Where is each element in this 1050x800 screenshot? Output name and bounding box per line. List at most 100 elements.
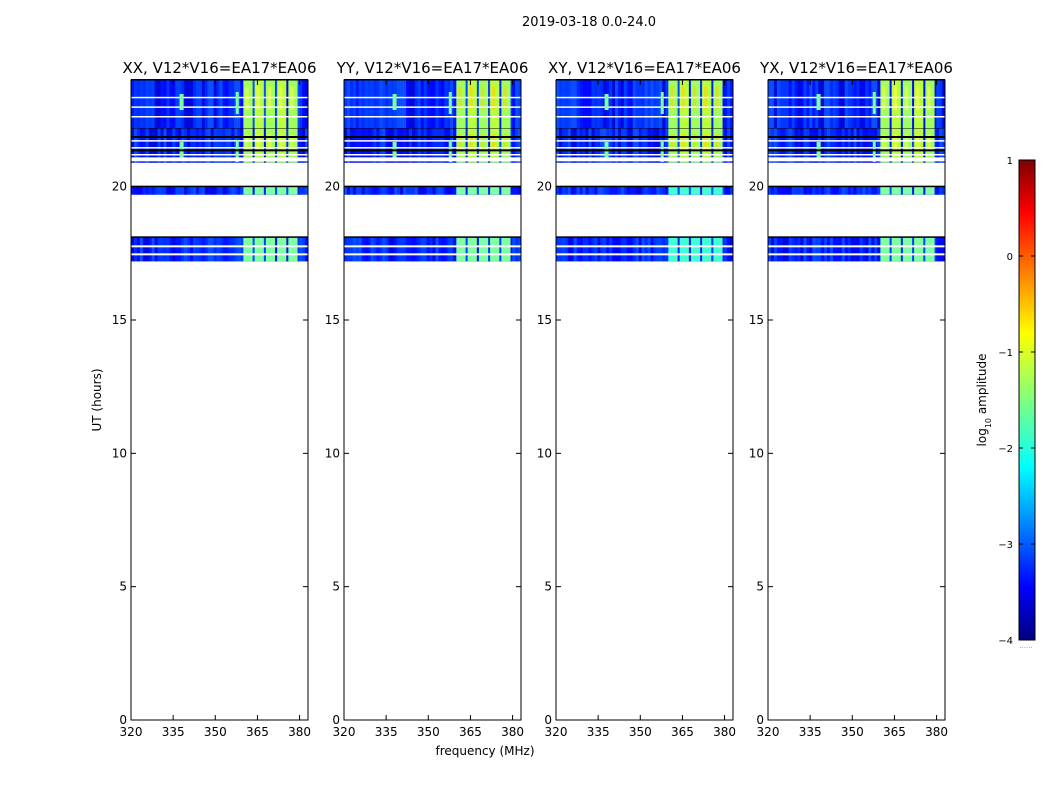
speckle [388,237,392,262]
speckle [558,237,563,262]
speckle [588,186,592,195]
speckle [612,186,616,195]
band-edge [768,185,945,188]
speckle [296,128,300,163]
speckle [444,237,448,262]
speckle [579,128,584,163]
speckle [160,128,164,163]
speckle [464,128,469,163]
speckle [641,237,645,262]
speckle [417,237,422,262]
colorbar-tick-label: 0 [1007,252,1013,263]
speckle [515,186,519,195]
band-edge [131,236,308,238]
heatmap-cells [131,79,309,262]
speckle [346,237,351,262]
speckle [900,237,905,262]
speckle [865,80,869,128]
speckle [623,237,628,262]
speckle [773,80,778,128]
speckle [346,80,351,128]
speckle [131,128,135,163]
speckle [201,186,206,195]
speckle [856,128,860,163]
speckle [438,186,442,195]
speckle [582,80,586,128]
speckle [829,237,834,262]
speckle [656,237,660,262]
speckle [653,80,657,128]
speckle [299,128,303,163]
speckle [779,128,784,163]
speckle [770,80,775,128]
speckle [939,128,943,163]
speckle [184,237,188,262]
speckle [806,80,810,128]
speckle [429,186,433,195]
figure-suptitle: 2019-03-18 0.0-24.0 [522,15,656,30]
gap-line [344,168,521,172]
speckle [779,80,784,128]
speckle [160,80,164,128]
band-edge [556,236,733,238]
speckle [776,128,781,163]
speckle [435,80,439,128]
speckle [361,186,366,195]
speckle [476,237,481,262]
speckle [411,80,416,128]
rfi-feature [816,94,821,110]
speckle [414,186,419,195]
y-tick-label: 0 [119,713,127,727]
bright-strip [925,186,935,195]
speckle [376,80,380,128]
speckle [841,237,846,262]
speckle [724,237,728,262]
speckle [635,128,640,163]
speckle [662,80,666,128]
speckle [213,128,218,163]
speckle [788,186,793,195]
speckle [835,237,840,262]
speckle [364,80,369,128]
speckle [803,128,807,163]
speckle [385,128,389,163]
speckle [635,80,640,128]
speckle [936,186,940,195]
rfi-feature [235,92,239,114]
speckle [305,80,309,128]
speckle [644,128,648,163]
speckle [936,80,940,128]
panel-title: XY, V12*V16=EA17*EA06 [548,59,741,77]
rfi-feature [448,92,452,114]
speckle [609,186,613,195]
speckle [794,186,798,195]
y-tick-label: 20 [325,180,340,194]
speckle [603,237,607,262]
flag-line [768,136,945,138]
speckle [838,80,843,128]
speckle [647,186,651,195]
y-axis-label: UT (hours) [90,368,104,431]
speckle [570,128,575,163]
speckle [207,80,212,128]
speckle [251,237,256,262]
speckle [411,186,416,195]
speckle [361,237,366,262]
speckle [594,80,598,128]
speckle [447,186,451,195]
speckle [172,186,176,195]
speckle [865,237,869,262]
speckle [806,186,810,195]
x-axis-label: frequency (MHz) [435,744,534,758]
flag-line [344,136,521,138]
speckle [730,128,734,163]
flagged-row [768,147,945,149]
speckle [476,80,481,128]
speckle [441,128,445,163]
speckle [391,237,395,262]
speckle [591,128,595,163]
flagged-row [768,140,945,142]
speckle [213,186,218,195]
speckle [653,237,657,262]
